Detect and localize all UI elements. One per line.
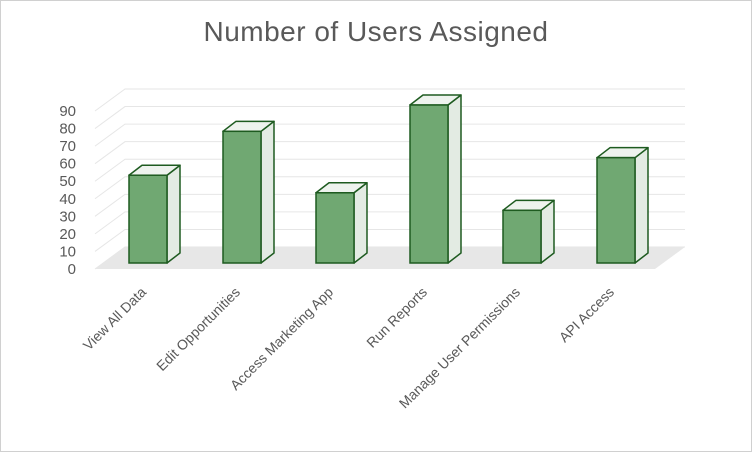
y-tick-label: 30 xyxy=(59,208,76,225)
y-tick-label: 10 xyxy=(59,243,76,260)
y-tick-label: 50 xyxy=(59,173,76,190)
gridline xyxy=(94,141,685,165)
x-category-label: Run Reports xyxy=(363,284,430,351)
y-tick-label: 20 xyxy=(59,226,76,243)
bar xyxy=(222,120,275,264)
bar-front-face xyxy=(409,104,449,264)
gridline xyxy=(94,176,685,200)
bar xyxy=(596,146,649,264)
x-category-label: API Access xyxy=(556,284,617,345)
bar-front-face xyxy=(315,192,355,264)
bar-side-face xyxy=(353,182,368,264)
bar-side-face xyxy=(634,146,649,264)
gridlines xyxy=(94,88,685,270)
bar xyxy=(409,94,462,264)
y-tick-label: 40 xyxy=(59,191,76,208)
y-tick-label: 80 xyxy=(59,121,76,138)
bar xyxy=(502,199,555,264)
bar-front-face xyxy=(128,174,168,264)
x-category-label: View All Data xyxy=(80,284,150,354)
bars xyxy=(128,94,649,264)
gridline xyxy=(94,211,685,235)
gridline xyxy=(94,228,685,252)
bar-side-face xyxy=(260,120,275,264)
x-category-label: Edit Opportunities xyxy=(153,284,243,374)
y-tick-label: 0 xyxy=(68,261,76,278)
y-tick-label: 70 xyxy=(59,138,76,155)
bar-side-face xyxy=(166,164,181,264)
bar-front-face xyxy=(596,156,636,264)
bar-front-face xyxy=(502,209,542,264)
y-tick-label: 90 xyxy=(59,103,76,120)
bar-front-face xyxy=(222,130,262,264)
gridline xyxy=(94,106,685,129)
gridline xyxy=(94,158,685,182)
gridline xyxy=(94,88,685,112)
x-category-label: Access Marketing App xyxy=(227,284,336,393)
gridline xyxy=(94,123,685,147)
gridline xyxy=(94,193,685,217)
bar xyxy=(128,164,181,264)
bar-side-face xyxy=(447,94,462,264)
y-tick-label: 60 xyxy=(59,156,76,173)
chart-title: Number of Users Assigned xyxy=(203,16,549,47)
bar xyxy=(315,182,368,264)
